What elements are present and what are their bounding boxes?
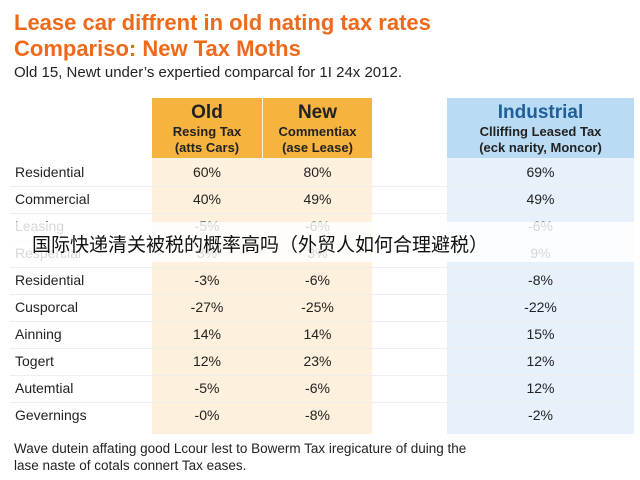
column-title: Old (191, 102, 223, 123)
row-label: Autemtial (15, 380, 74, 396)
table-cell: -6% (305, 380, 330, 396)
column-title: Industrial (497, 102, 584, 123)
column-subtitle: Resing Tax (172, 124, 242, 139)
table-cell: 40% (192, 191, 222, 207)
footer-line: lase naste of cotals connert Tax eases. (14, 458, 247, 473)
subtitle: Old 15, Newt under’s expertied comparcal… (14, 64, 402, 81)
table-cell: -6% (305, 272, 330, 288)
row-divider (10, 348, 634, 349)
overlay-banner: 国际快递清关被税的概率高吗（外贸人如何合理避税） (0, 222, 640, 262)
footer-line: Wave dutein affating good Lcour lest to … (14, 441, 467, 456)
table-cell: 14% (192, 326, 222, 342)
column-subtitle: Clliffing Leased Tax (479, 124, 602, 139)
table-cell: 12% (526, 353, 555, 369)
table-cell: 80% (303, 164, 332, 180)
table-cell: -2% (528, 407, 553, 423)
table-cell: -25% (301, 299, 334, 315)
row-divider (10, 321, 634, 322)
table-cell: -8% (528, 272, 553, 288)
row-divider (10, 186, 634, 187)
row-divider (10, 402, 634, 403)
row-label: Togert (15, 353, 54, 369)
table-cell: 60% (192, 164, 222, 180)
table-cell: -27% (190, 299, 224, 315)
table-cell: 14% (303, 326, 332, 342)
table-cell: 12% (192, 353, 222, 369)
row-label: Cusporcal (15, 299, 79, 315)
title: Compariso: New Tax Moths (14, 36, 301, 61)
table-cell: -5% (194, 380, 220, 396)
column-subtitle: (ase Lease) (282, 140, 353, 155)
column-title: New (297, 102, 338, 123)
table-cell: -22% (524, 299, 557, 315)
table-cell: 69% (526, 164, 555, 180)
row-label: Residential (15, 272, 85, 288)
table-cell: 23% (303, 353, 332, 369)
column-subtitle: (eck narity, Moncor) (479, 140, 602, 155)
table-cell: -0% (194, 407, 220, 423)
table-cell: 15% (526, 326, 555, 342)
column-subtitle: (atts Cars) (174, 140, 240, 155)
row-divider (10, 267, 634, 268)
row-label: Commercial (15, 191, 90, 207)
table-cell: 12% (526, 380, 555, 396)
row-divider (10, 375, 634, 376)
table-cell: 49% (303, 191, 332, 207)
row-divider (10, 213, 634, 214)
column-header: Old Resing Tax (atts Cars) (152, 98, 262, 158)
row-label: Residential (15, 164, 85, 180)
table-cell: 49% (526, 191, 555, 207)
table-cell: -3% (194, 272, 220, 288)
column-header: New Commentiax (ase Lease) (263, 98, 372, 158)
column-header: Industrial Clliffing Leased Tax (eck narit… (447, 98, 634, 158)
row-divider (10, 294, 634, 295)
title: Lease car diffrent in old nating tax rat… (14, 10, 431, 35)
row-label: Ainning (15, 326, 62, 342)
column-subtitle: Commentiax (278, 124, 357, 139)
row-label: Gevernings (15, 407, 87, 423)
table-cell: -8% (305, 407, 330, 423)
overlay-text: 国际快递清关被税的概率高吗（外贸人如何合理避税） (32, 235, 489, 256)
footer: Wave dutein affating good Lcour lest to … (14, 440, 624, 474)
